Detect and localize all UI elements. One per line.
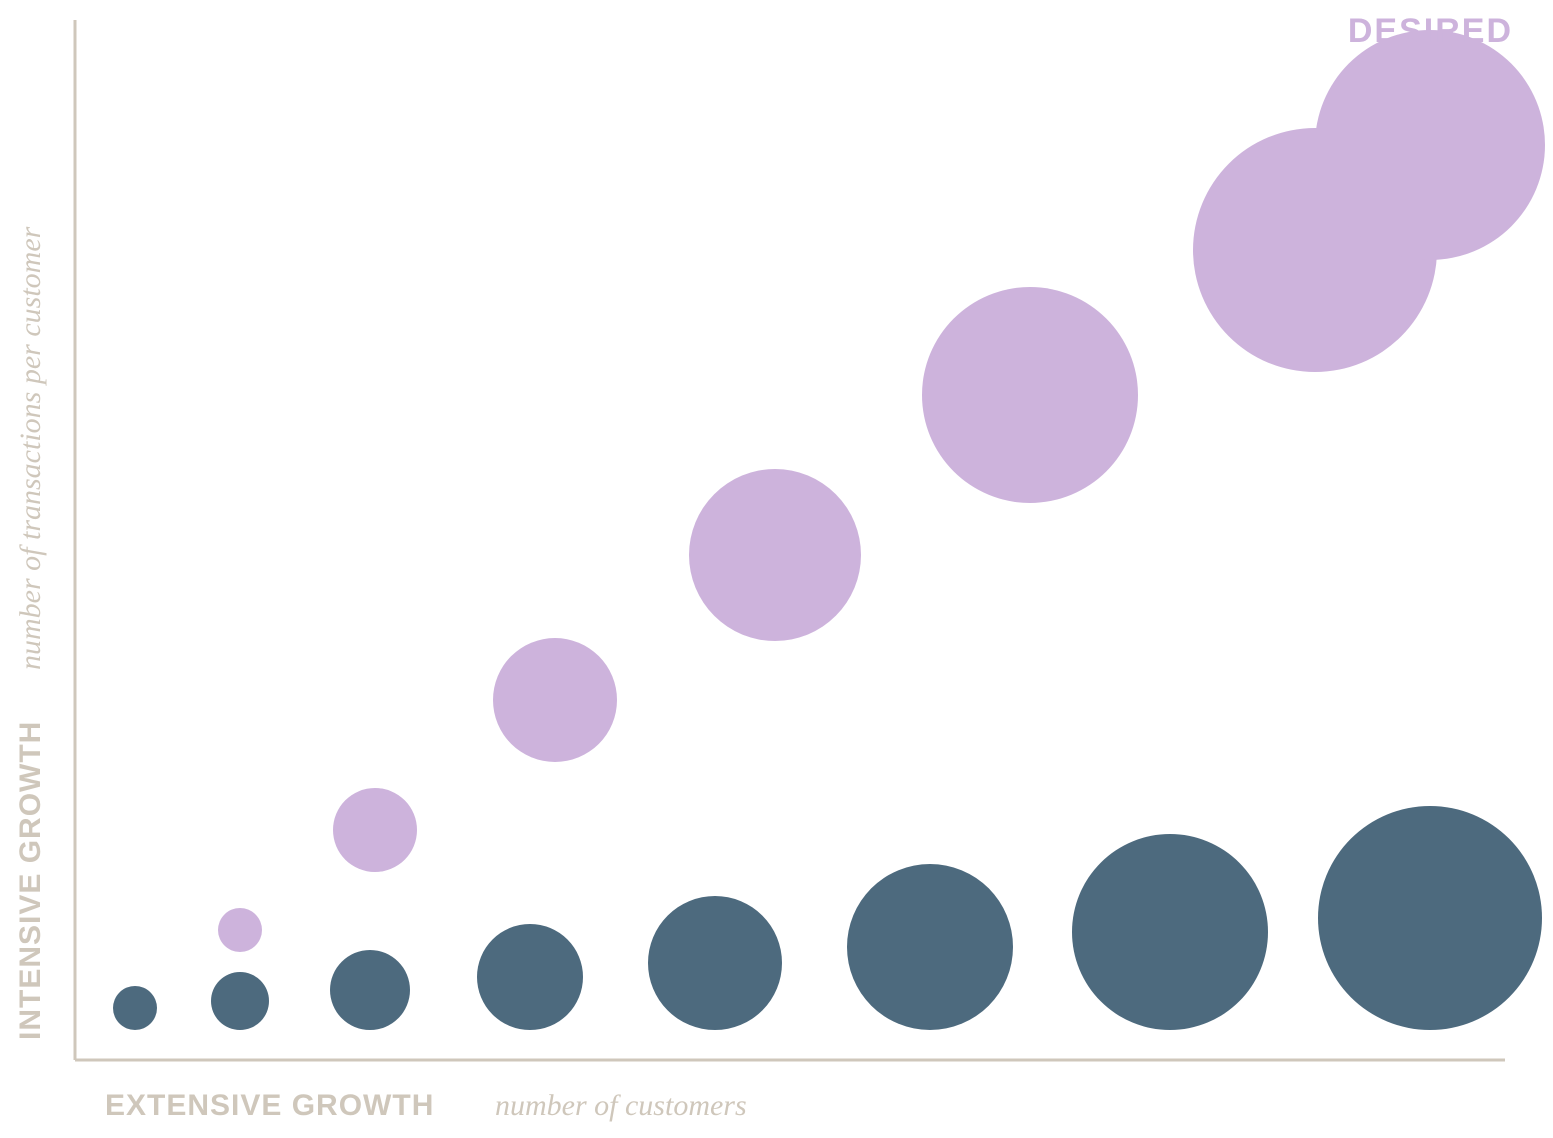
x-axis-title-bold: EXTENSIVE GROWTH (105, 1089, 434, 1122)
extensive-growth-path-bubble-0 (113, 986, 157, 1030)
extensive-growth-path-bubble-3 (477, 924, 583, 1030)
x-axis-title-italic: number of customers (495, 1089, 747, 1122)
desired-growth-path-bubble-1 (333, 788, 417, 872)
extensive-growth-path-bubble-4 (648, 896, 782, 1030)
desired-growth-path-bubble-3 (689, 469, 861, 641)
desired-growth-path-bubble-2 (493, 638, 617, 762)
y-axis-label-group: INTENSIVE GROWTH number of transactions p… (14, 226, 47, 1040)
extensive-growth-path-bubble-5 (847, 864, 1013, 1030)
desired-growth-path-bubble-6 (1315, 30, 1545, 260)
extensive-growth-path-bubble-7 (1318, 806, 1542, 1030)
extensive-growth-path-bubble-2 (330, 950, 410, 1030)
desired-growth-path-bubble-4 (922, 287, 1138, 503)
desired-growth-path-bubble-0 (218, 908, 262, 952)
y-axis-title-bold: INTENSIVE GROWTH (14, 721, 47, 1040)
chart-svg: EXTENSIVE GROWTH number of customers INTEN… (0, 0, 1553, 1138)
y-axis-title-italic: number of transactions per customer (14, 226, 47, 670)
extensive-growth-path-bubble-6 (1072, 834, 1268, 1030)
growth-bubble-chart: EXTENSIVE GROWTH number of customers INTEN… (0, 0, 1553, 1138)
desired-label: DESIRED (1348, 12, 1513, 50)
extensive-growth-path-bubble-1 (211, 972, 269, 1030)
